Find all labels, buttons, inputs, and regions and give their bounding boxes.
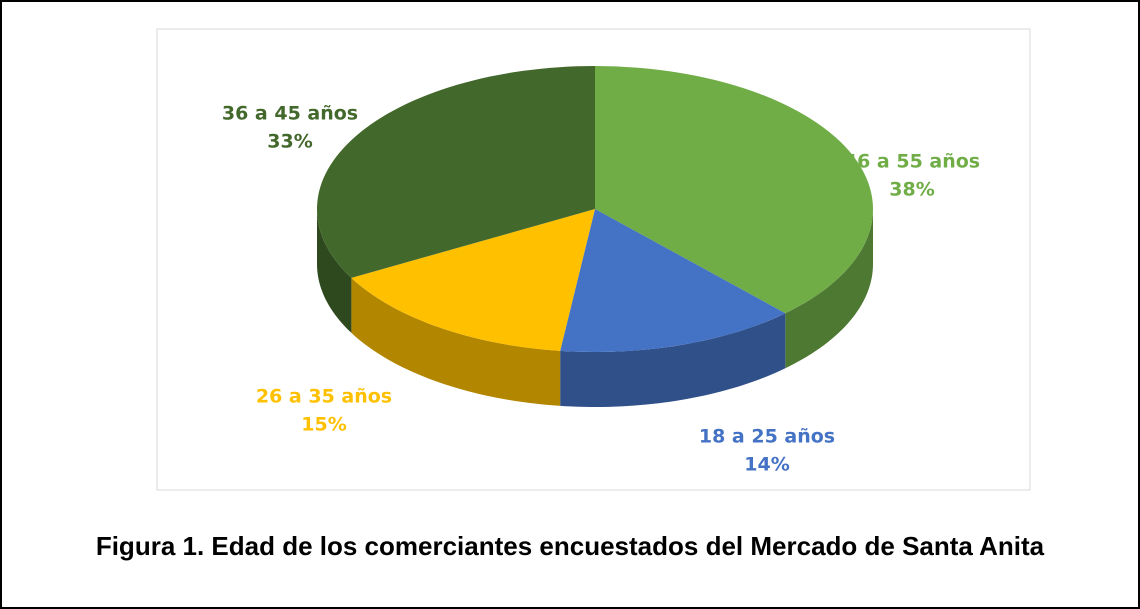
value-label: 14% [744, 454, 789, 476]
slice-top [595, 66, 873, 314]
slice [351, 209, 595, 406]
value-label: 15% [301, 414, 346, 436]
value-label: 38% [889, 179, 934, 201]
slice-label: 46 a 55 años [844, 151, 980, 173]
slice [595, 66, 873, 369]
slice-side [351, 277, 561, 406]
slice-label: 18 a 25 años [699, 426, 835, 448]
slice [317, 66, 595, 333]
value-label: 33% [267, 131, 312, 153]
slice-label: 36 a 45 años [222, 103, 358, 125]
slice-side [785, 209, 873, 369]
slice-side [317, 209, 352, 333]
slice [560, 209, 786, 407]
slice-label: 26 a 35 años [256, 386, 392, 408]
slice-top [560, 209, 786, 352]
slice-top [351, 209, 595, 351]
slice-side [560, 313, 786, 407]
chart-title: Figura 1. Edad de los comerciantes encue… [95, 531, 1045, 561]
slice-top [317, 66, 595, 278]
